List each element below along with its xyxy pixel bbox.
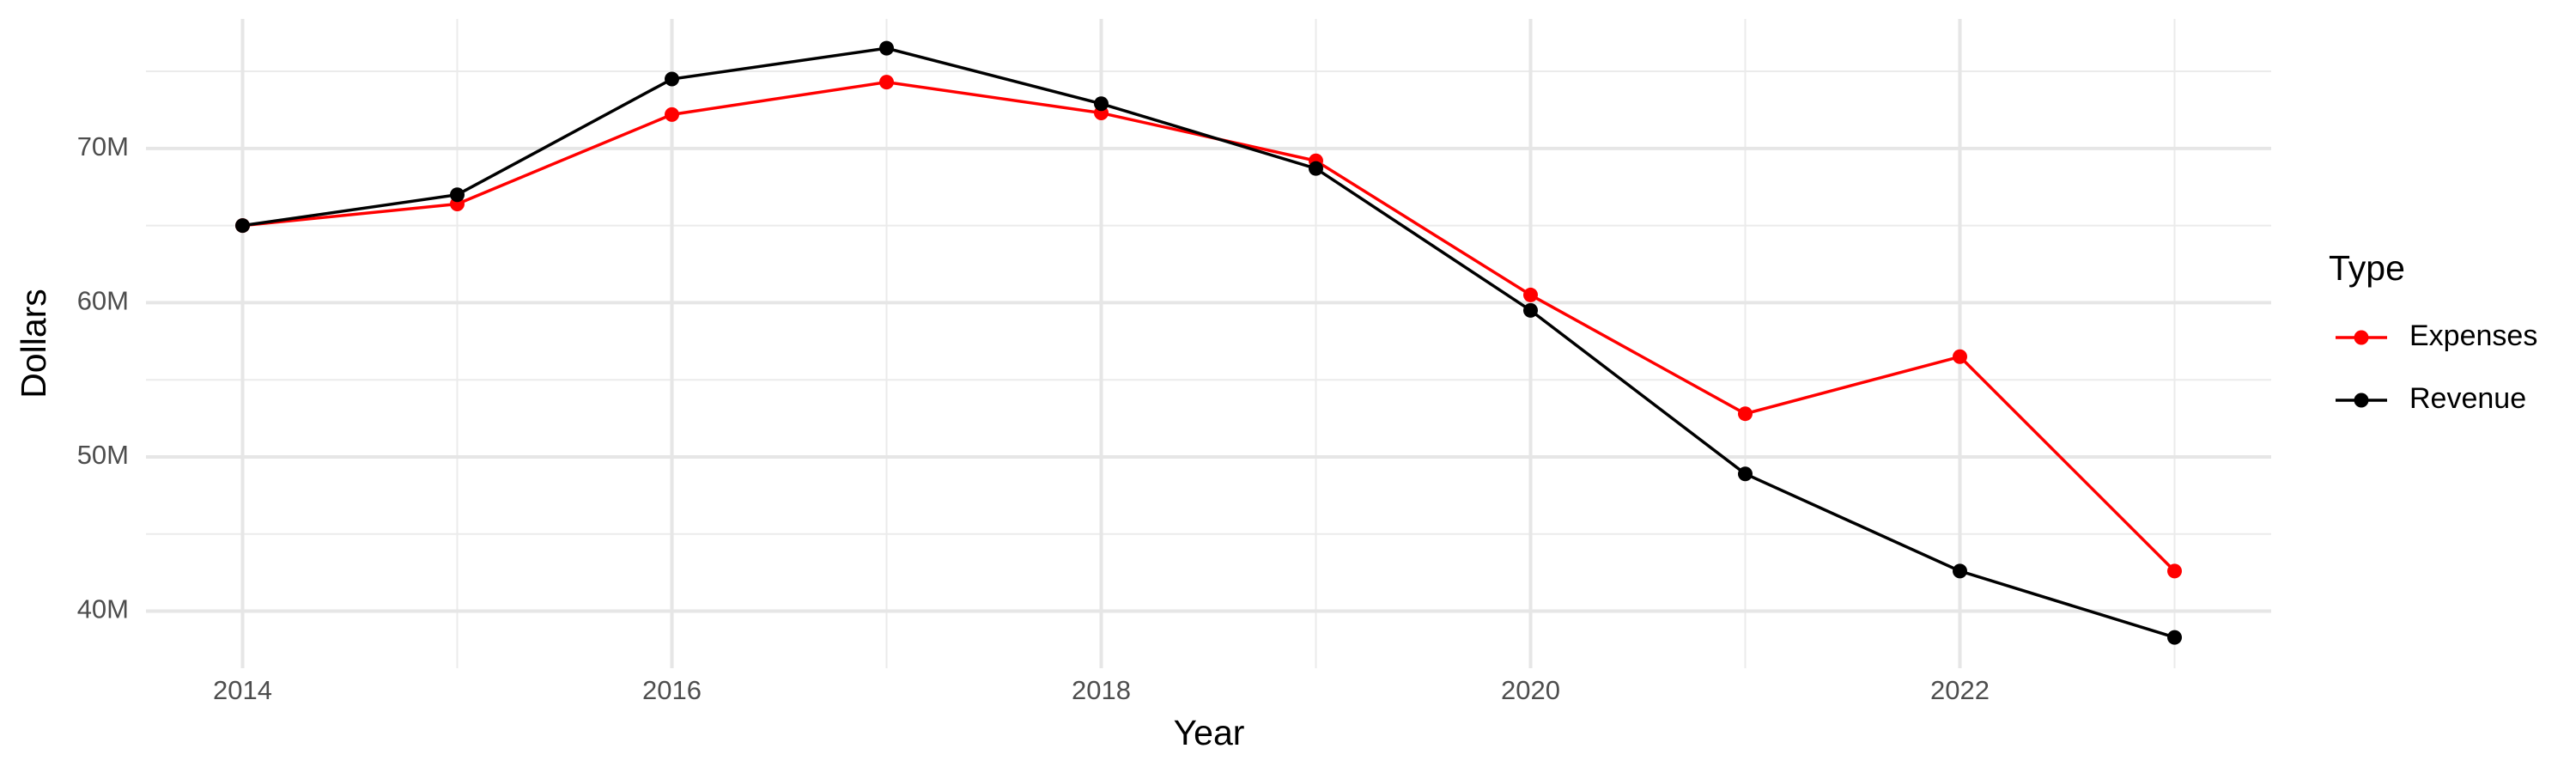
legend-title: Type <box>2329 248 2405 288</box>
x-tick-label: 2022 <box>1930 675 1990 705</box>
y-tick-label: 40M <box>77 594 129 624</box>
x-tick-label: 2014 <box>213 675 272 705</box>
data-point <box>665 71 679 87</box>
data-point <box>1953 563 1967 579</box>
data-point <box>2167 630 2182 645</box>
data-point <box>1094 96 1109 112</box>
x-tick-label: 2016 <box>642 675 702 705</box>
data-point <box>1738 466 1753 482</box>
legend-key-point <box>2354 330 2369 345</box>
data-point <box>235 218 250 234</box>
x-axis-title: Year <box>1174 713 1245 752</box>
data-point <box>665 107 679 122</box>
y-tick-label: 60M <box>77 286 129 316</box>
data-point <box>1523 287 1538 302</box>
series-line <box>242 46 2176 639</box>
data-point <box>1738 406 1753 422</box>
legend-label: Revenue <box>2409 382 2526 415</box>
legend-label: Expenses <box>2409 320 2537 352</box>
x-tick-label: 2018 <box>1072 675 1131 705</box>
data-point <box>879 75 894 90</box>
data-point <box>2167 563 2182 579</box>
x-tick-label: 2020 <box>1501 675 1560 705</box>
legend-key-point <box>2354 393 2369 408</box>
y-tick-label: 50M <box>77 440 129 470</box>
data-point <box>1953 349 1967 364</box>
data-point <box>879 40 894 56</box>
y-axis-title: Dollars <box>14 289 53 399</box>
data-point <box>450 187 465 203</box>
data-point <box>1523 302 1538 318</box>
y-tick-label: 70M <box>77 131 129 161</box>
data-point <box>1309 161 1323 176</box>
